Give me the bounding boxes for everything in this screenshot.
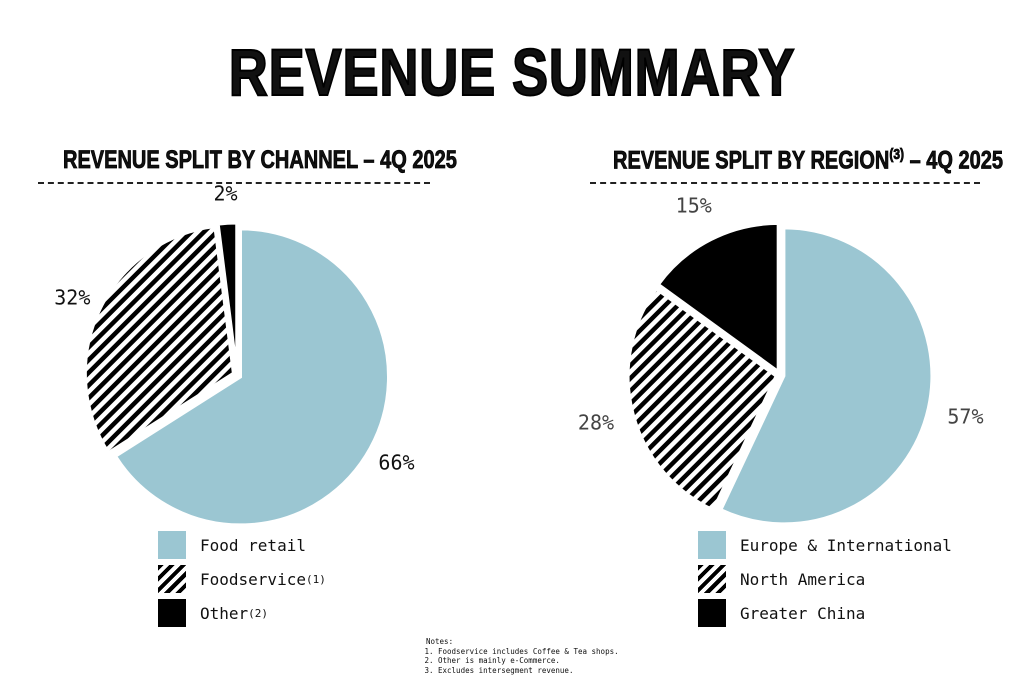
legend-item: Food retail <box>158 528 326 562</box>
region-divider <box>590 182 980 184</box>
legend-label: Foodservice <box>200 569 306 589</box>
legend-note: (1) <box>305 572 326 586</box>
legend-swatch <box>698 531 726 559</box>
channel-legend: Food retail Foodservice (1) Other (2) <box>158 528 326 630</box>
pie-slice-other <box>216 221 239 372</box>
data-label: 57% <box>947 404 983 428</box>
legend-swatch <box>698 599 726 627</box>
legend-item: North America <box>698 562 952 596</box>
region-chart-title: REVENUE SPLIT BY REGION(3) – 4Q 2025 <box>613 146 1004 175</box>
legend-item: Foodservice (1) <box>158 562 326 596</box>
pie-slice-food-retail <box>113 227 391 527</box>
data-label: 15% <box>676 194 712 218</box>
pie-slice-north-america <box>626 286 779 512</box>
channel-title-text: REVENUE SPLIT BY CHANNEL – 4Q 2025 <box>63 146 457 175</box>
region-legend: Europe & International North America Great… <box>698 528 952 630</box>
channel-chart-title: REVENUE SPLIT BY CHANNEL – 4Q 2025 <box>63 146 457 175</box>
note-item: Excludes intersegment revenue. <box>438 666 619 676</box>
pie-slice-europe-international <box>718 226 934 526</box>
legend-label: Europe & International <box>740 535 952 555</box>
data-label: 32% <box>54 286 90 310</box>
legend-swatch <box>158 599 186 627</box>
region-title-suffix: – 4Q 2025 <box>909 146 1003 175</box>
legend-item: Other (2) <box>158 596 326 630</box>
pie-slice-foodservice <box>83 224 235 455</box>
legend-swatch <box>158 531 186 559</box>
channel-divider <box>38 182 430 184</box>
legend-swatch <box>158 565 186 593</box>
legend-label: North America <box>740 569 866 589</box>
legend-note: (2) <box>248 606 269 620</box>
legend-swatch <box>698 565 726 593</box>
note-item: Foodservice includes Coffee & Tea shops. <box>438 647 619 657</box>
notes-heading: Notes: <box>426 637 454 646</box>
region-title-text: REVENUE SPLIT BY REGION <box>613 146 890 175</box>
region-title-note: (3) <box>889 146 905 164</box>
note-item: Other is mainly e-Commerce. <box>438 656 619 666</box>
data-label: 2% <box>214 181 238 205</box>
legend-label: Food retail <box>200 535 306 555</box>
legend-label: Greater China <box>740 603 866 623</box>
pie-slice-greater-china <box>656 221 780 375</box>
legend-label: Other <box>200 603 249 623</box>
legend-item: Europe & International <box>698 528 952 562</box>
data-label: 66% <box>378 451 414 475</box>
legend-item: Greater China <box>698 596 952 630</box>
data-label: 28% <box>578 410 614 434</box>
page-title: REVENUE SUMMARY <box>228 34 796 110</box>
footnotes: Notes: Foodservice includes Coffee & Tea… <box>426 637 619 675</box>
